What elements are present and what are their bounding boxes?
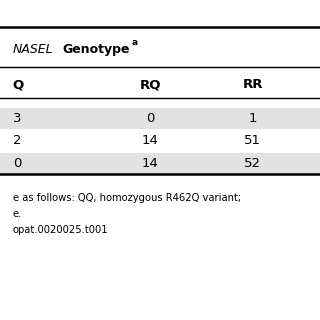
Text: a: a (131, 38, 137, 47)
Text: 0: 0 (146, 112, 155, 125)
Text: e as follows: QQ, homozygous R462Q variant;: e as follows: QQ, homozygous R462Q varia… (13, 193, 241, 204)
Text: 14: 14 (142, 134, 159, 147)
Text: 3: 3 (13, 112, 21, 125)
Bar (0, 108, 320, 129)
Text: 52: 52 (244, 157, 261, 170)
Text: RR: RR (243, 78, 263, 91)
Text: 1: 1 (249, 112, 257, 125)
Text: Q: Q (13, 78, 24, 91)
Bar (0, 153, 320, 173)
Text: RQ: RQ (140, 78, 161, 91)
Text: NASEL: NASEL (13, 43, 53, 56)
Text: e.: e. (13, 209, 22, 220)
Text: 51: 51 (244, 134, 261, 147)
Text: 0: 0 (13, 157, 21, 170)
Text: opat.0020025.t001: opat.0020025.t001 (13, 225, 108, 236)
Text: 2: 2 (13, 134, 21, 147)
Text: Genotype: Genotype (62, 43, 130, 56)
Text: 14: 14 (142, 157, 159, 170)
